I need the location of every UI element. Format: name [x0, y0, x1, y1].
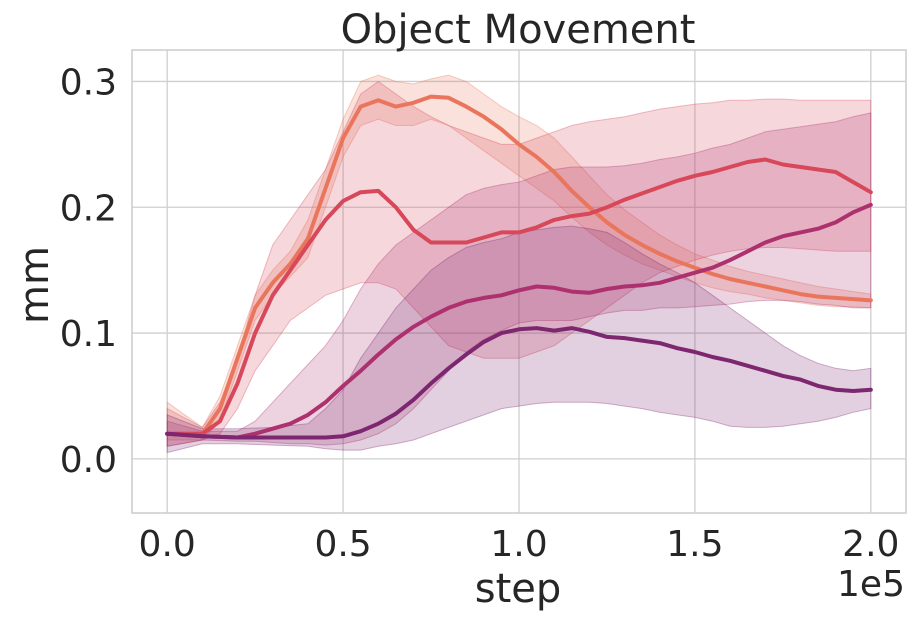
x-tick-label: 1.0	[490, 524, 547, 565]
x-tick-label: 1.5	[666, 524, 723, 565]
x-tick-label: 2.0	[842, 524, 899, 565]
x-axis-label: step	[475, 566, 562, 612]
series-2-confidence-band	[166, 80, 872, 447]
horizontal-gridlines	[132, 80, 906, 460]
y-tick-label: 0.3	[60, 62, 117, 103]
chart-title: Object Movement	[341, 7, 696, 53]
series-4-line	[165, 326, 873, 440]
series-3-line	[165, 202, 873, 440]
series-1-line	[165, 94, 873, 436]
series-4-confidence-band	[166, 225, 872, 454]
y-tick-label: 0.2	[60, 188, 117, 229]
x-tick-label: 0.0	[139, 524, 196, 565]
y-tick-label: 0.0	[60, 440, 117, 481]
y-axis-label: mm	[12, 246, 58, 324]
plot-area-frame	[131, 49, 907, 514]
series-2-line	[165, 157, 873, 436]
confidence-bands	[166, 74, 872, 454]
x-axis-offset-label: 1e5	[837, 564, 905, 605]
series-1-confidence-band	[166, 74, 872, 441]
x-tick-label: 0.5	[314, 524, 371, 565]
series-lines	[165, 94, 873, 440]
x-tick-labels: 0.0 0.5 1.0 1.5 2.0	[139, 524, 900, 565]
y-tick-label: 0.1	[60, 314, 117, 355]
series-3-confidence-band	[166, 112, 872, 447]
y-tick-labels: 0.0 0.1 0.2 0.3	[60, 62, 117, 480]
